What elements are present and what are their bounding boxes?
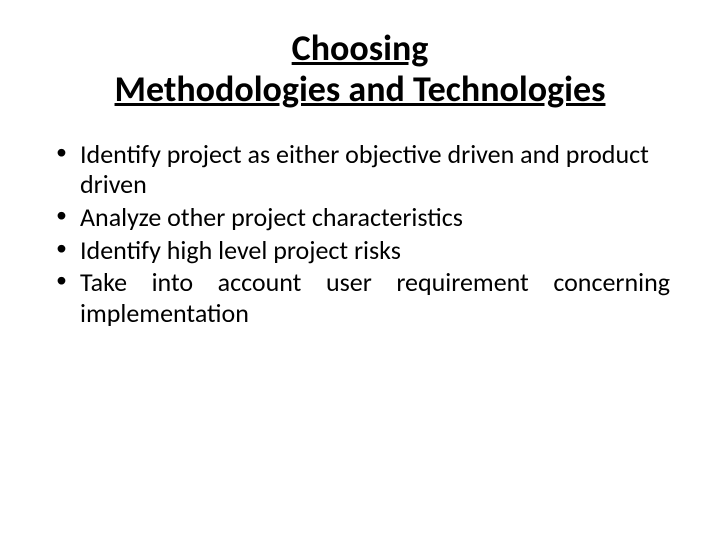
title-line-1: Choosing — [292, 26, 429, 70]
list-item: Analyze other project characteristics — [50, 202, 670, 233]
slide-title: Choosing Methodologies and Technologies — [50, 28, 670, 111]
bullet-list: Identify project as either objective dri… — [50, 139, 670, 329]
bullet-text: Analyze other project characteristics — [80, 201, 463, 233]
list-item: Identify high level project risks — [50, 235, 670, 266]
list-item: Take into account user requirement conce… — [50, 267, 670, 328]
bullet-text: Take into account user requirement conce… — [80, 266, 670, 329]
list-item: Identify project as either objective dri… — [50, 139, 670, 200]
bullet-text: Identify high level project risks — [80, 234, 401, 266]
bullet-text: Identify project as either objective dri… — [80, 138, 649, 201]
title-line-2: Methodologies and Technologies — [115, 67, 606, 111]
